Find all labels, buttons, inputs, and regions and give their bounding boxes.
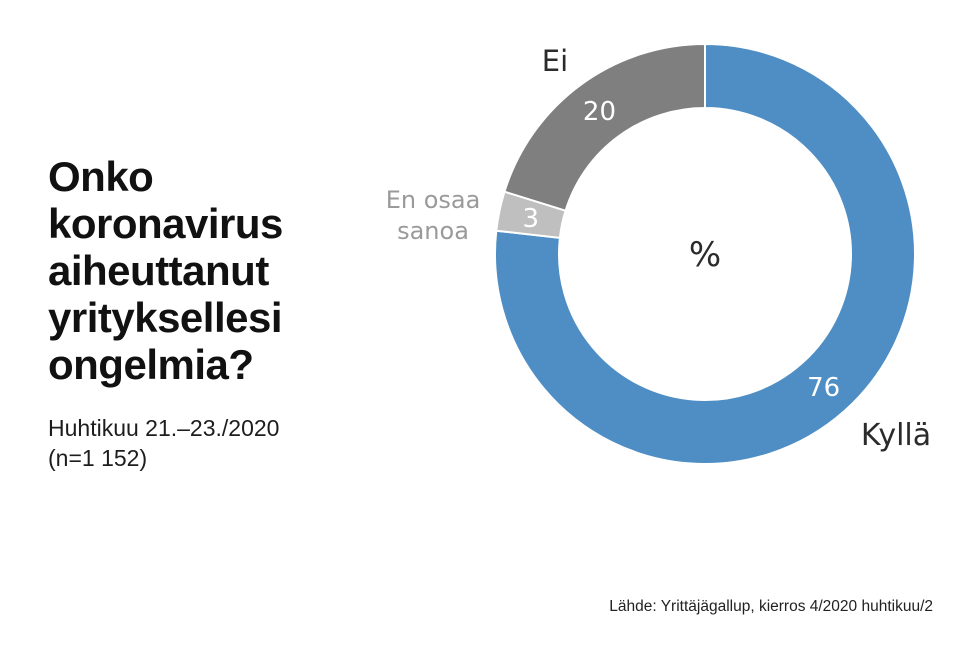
slice-label-kylla: Kyllä (860, 418, 932, 453)
source-note: Lähde: Yrittäjägallup, kierros 4/2020 hu… (609, 598, 933, 615)
slice-label-en-osaa-sanoa: En osaa sanoa (385, 186, 481, 245)
slice-value-en-osaa-sanoa: 3 (522, 204, 539, 234)
donut-slice-kylla (493, 42, 916, 465)
donut-slice-ei (503, 42, 706, 212)
survey-info: Huhtikuu 21.–23./2020 (n=1 152) (48, 413, 279, 473)
slice-value-ei: 20 (583, 97, 616, 127)
question-title: Onko koronavirus aiheuttanut yritykselle… (48, 153, 283, 388)
donut-chart: 76 3 20 (493, 42, 916, 465)
slice-value-kylla: 76 (807, 373, 840, 403)
center-unit-label: % (688, 235, 722, 275)
survey-period-label: Huhtikuu 21.–23./2020 (48, 415, 280, 441)
slice-label-ei: Ei (541, 44, 569, 78)
sample-size-label: (n=1 152) (48, 445, 148, 471)
